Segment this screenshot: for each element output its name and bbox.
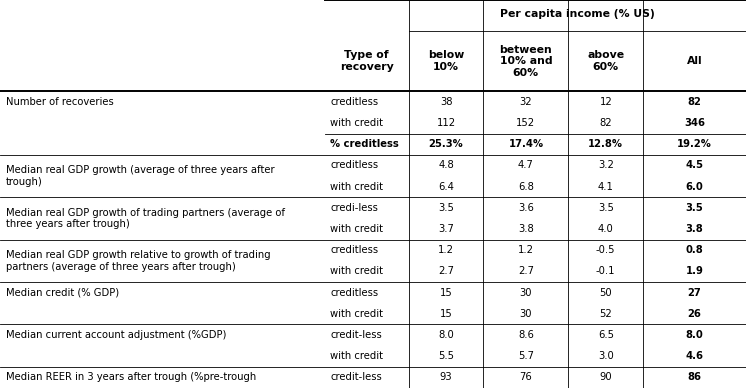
Text: Median credit (% GDP): Median credit (% GDP)	[6, 288, 119, 298]
Text: 32: 32	[520, 97, 532, 107]
Text: 3.6: 3.6	[518, 203, 534, 213]
Text: 76: 76	[519, 372, 533, 383]
Text: 19.2%: 19.2%	[677, 139, 712, 149]
Text: 93: 93	[440, 372, 452, 383]
Text: 82: 82	[600, 118, 612, 128]
Text: Median real GDP growth relative to growth of trading
partners (average of three : Median real GDP growth relative to growt…	[6, 250, 271, 272]
Text: above
60%: above 60%	[587, 50, 624, 72]
Text: 50: 50	[600, 288, 612, 298]
Text: with credit: with credit	[330, 267, 383, 276]
Text: 12.8%: 12.8%	[589, 139, 623, 149]
Text: Median current account adjustment (%GDP): Median current account adjustment (%GDP)	[6, 330, 226, 340]
Text: -0.5: -0.5	[596, 245, 615, 255]
Text: 90: 90	[600, 372, 612, 383]
Text: 152: 152	[516, 118, 536, 128]
Text: 3.2: 3.2	[598, 160, 614, 170]
Text: with credit: with credit	[330, 309, 383, 319]
Text: All: All	[687, 56, 702, 66]
Text: credi-less: credi-less	[330, 203, 378, 213]
Text: below
10%: below 10%	[428, 50, 464, 72]
Text: 6.5: 6.5	[598, 330, 614, 340]
Text: 8.0: 8.0	[686, 330, 703, 340]
Text: Median real GDP growth (average of three years after
trough): Median real GDP growth (average of three…	[6, 165, 275, 187]
Text: credit-less: credit-less	[330, 372, 382, 383]
Text: with credit: with credit	[330, 351, 383, 361]
Text: 4.6: 4.6	[686, 351, 703, 361]
Text: 112: 112	[436, 118, 456, 128]
Text: Median REER in 3 years after trough (%pre-trough: Median REER in 3 years after trough (%pr…	[6, 372, 256, 383]
Text: 8.6: 8.6	[518, 330, 534, 340]
Text: Per capita income (% US): Per capita income (% US)	[500, 9, 655, 19]
Text: 15: 15	[439, 309, 453, 319]
Text: 3.5: 3.5	[438, 203, 454, 213]
Text: Median real GDP growth of trading partners (average of
three years after trough): Median real GDP growth of trading partne…	[6, 208, 285, 229]
Text: 30: 30	[520, 288, 532, 298]
Text: creditless: creditless	[330, 245, 379, 255]
Text: 17.4%: 17.4%	[508, 139, 544, 149]
Text: with credit: with credit	[330, 224, 383, 234]
Text: 12: 12	[599, 97, 612, 107]
Text: 4.5: 4.5	[686, 160, 703, 170]
Text: 3.7: 3.7	[438, 224, 454, 234]
Text: 1.9: 1.9	[686, 267, 703, 276]
Text: % creditless: % creditless	[330, 139, 399, 149]
Text: 3.5: 3.5	[686, 203, 703, 213]
Text: 4.1: 4.1	[598, 182, 614, 192]
Text: 38: 38	[440, 97, 452, 107]
Text: 1.2: 1.2	[518, 245, 534, 255]
Text: 3.8: 3.8	[686, 224, 703, 234]
Text: 52: 52	[599, 309, 612, 319]
Text: credit-less: credit-less	[330, 330, 382, 340]
Text: 6.8: 6.8	[518, 182, 534, 192]
Text: 2.7: 2.7	[438, 267, 454, 276]
Text: with credit: with credit	[330, 118, 383, 128]
Text: 6.0: 6.0	[686, 182, 703, 192]
Text: creditless: creditless	[330, 288, 379, 298]
Text: 25.3%: 25.3%	[429, 139, 463, 149]
Text: 3.0: 3.0	[598, 351, 614, 361]
Text: 346: 346	[684, 118, 705, 128]
Text: 3.5: 3.5	[598, 203, 614, 213]
Text: 4.8: 4.8	[438, 160, 454, 170]
Text: 82: 82	[688, 97, 701, 107]
Text: 4.7: 4.7	[518, 160, 534, 170]
Text: 6.4: 6.4	[438, 182, 454, 192]
Text: 30: 30	[520, 309, 532, 319]
Text: 27: 27	[688, 288, 701, 298]
Text: 3.8: 3.8	[518, 224, 534, 234]
Text: 0.8: 0.8	[686, 245, 703, 255]
Text: 4.0: 4.0	[598, 224, 614, 234]
Text: 5.5: 5.5	[438, 351, 454, 361]
Text: 5.7: 5.7	[518, 351, 534, 361]
Text: between
10% and
60%: between 10% and 60%	[500, 45, 552, 78]
Text: 15: 15	[439, 288, 453, 298]
Text: 2.7: 2.7	[518, 267, 534, 276]
Text: 1.2: 1.2	[438, 245, 454, 255]
Text: 26: 26	[688, 309, 701, 319]
Text: Type of
recovery: Type of recovery	[339, 50, 394, 72]
Text: -0.1: -0.1	[596, 267, 615, 276]
Text: 86: 86	[688, 372, 701, 383]
Text: creditless: creditless	[330, 160, 379, 170]
Text: with credit: with credit	[330, 182, 383, 192]
Text: 8.0: 8.0	[438, 330, 454, 340]
Text: creditless: creditless	[330, 97, 379, 107]
Text: Number of recoveries: Number of recoveries	[6, 97, 113, 107]
